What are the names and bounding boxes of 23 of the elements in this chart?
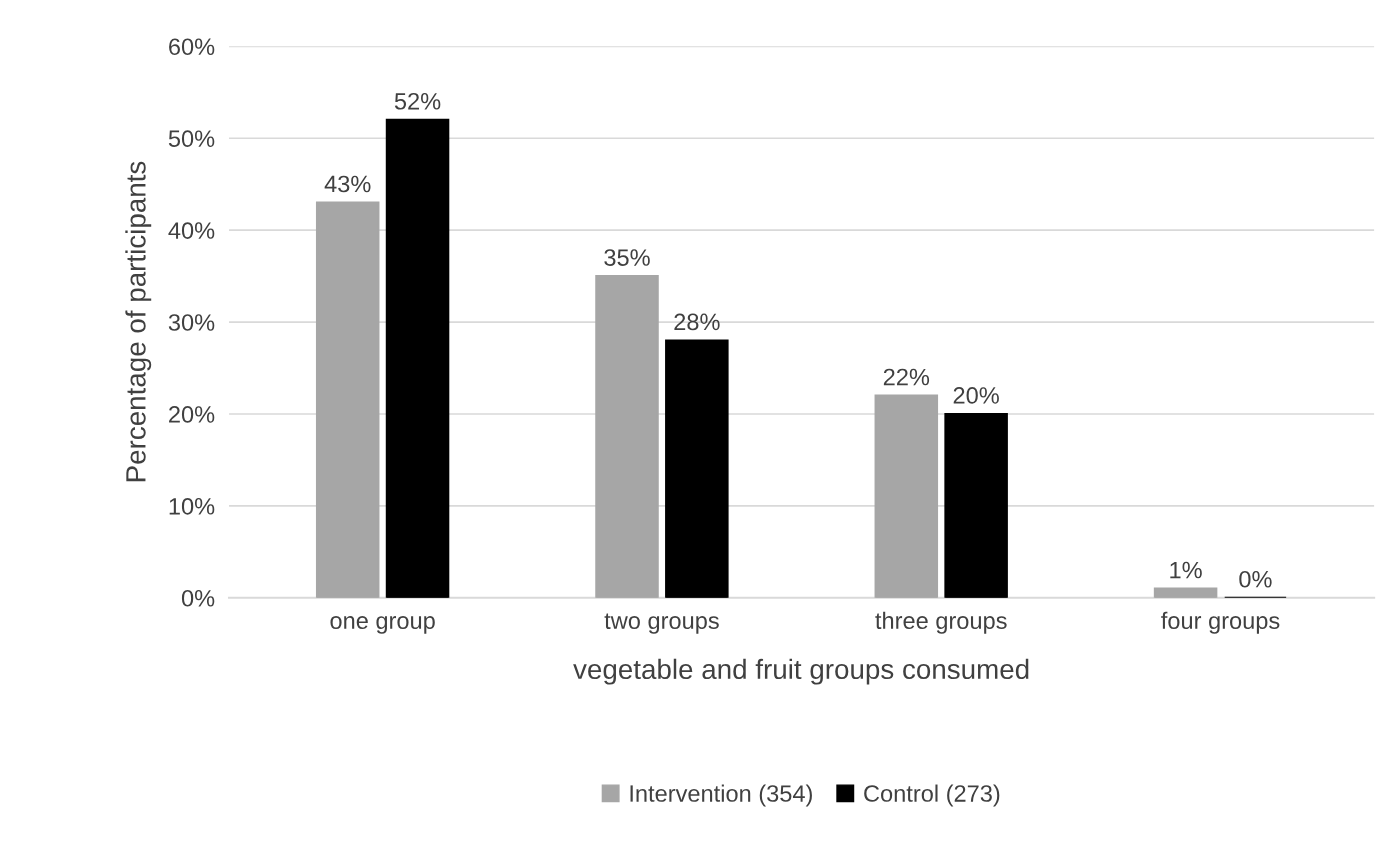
x-tick-label: two groups [604, 613, 719, 634]
y-tick-label: 10% [169, 497, 215, 515]
x-tick-label: four groups [1161, 611, 1280, 634]
data-label: 1% [1170, 561, 1202, 579]
x-tick-label: three groups [875, 611, 1007, 634]
data-label: 20% [953, 387, 999, 404]
y-tick-label: 30% [168, 314, 215, 331]
data-label: 22% [883, 368, 930, 386]
x-axis-title: vegetable and fruit groups consumed [573, 658, 1029, 685]
legend-label: Intervention (354) [630, 784, 812, 807]
x-tick-label: one group [330, 616, 435, 634]
y-tick-label: 50% [168, 130, 215, 148]
data-label: 52% [394, 92, 441, 110]
data-label: 43% [324, 175, 371, 193]
y-tick-label: 60% [169, 38, 215, 56]
y-axis-title: Percentage of participants [125, 161, 152, 482]
data-label: 35% [604, 249, 650, 266]
y-tick-label: 0% [181, 589, 215, 607]
y-tick-label: 40% [168, 222, 215, 239]
data-label: 0% [1239, 570, 1272, 588]
y-tick-label: 20% [169, 406, 215, 423]
legend-label: Control (273) [864, 784, 1000, 807]
data-label: 28% [674, 313, 720, 331]
